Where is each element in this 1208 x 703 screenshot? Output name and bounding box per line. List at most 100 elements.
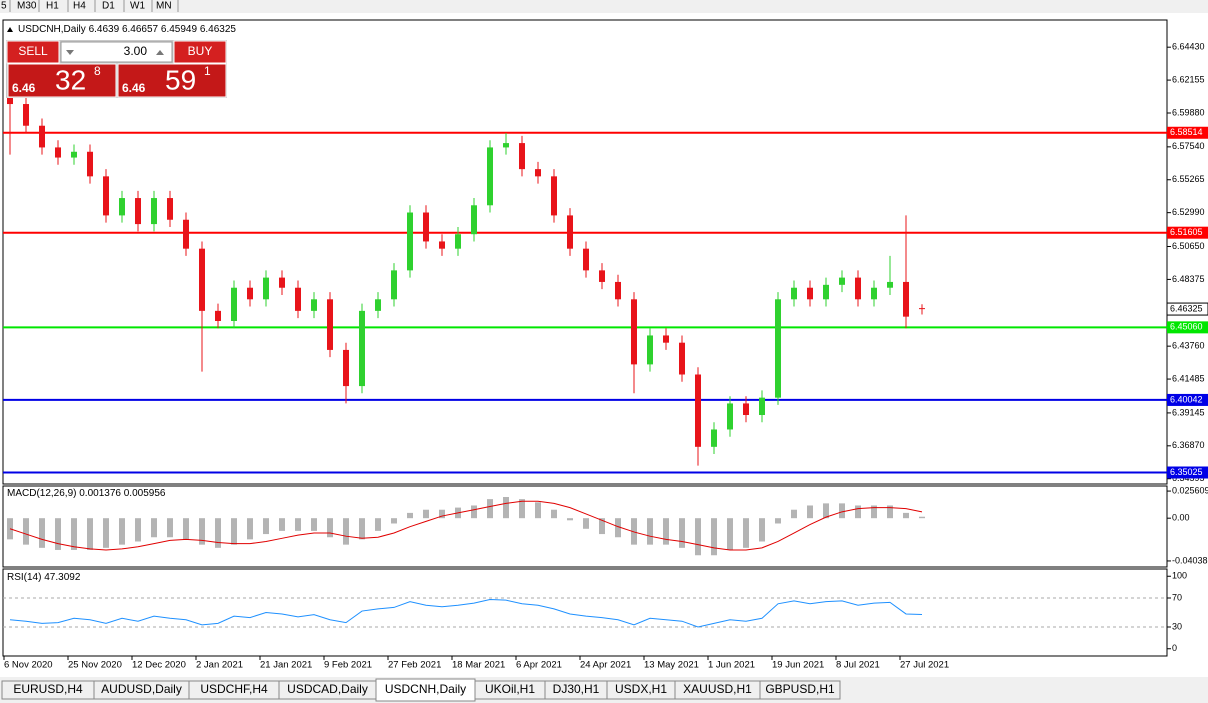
y-tick-label: 6.41485 bbox=[1172, 373, 1205, 383]
candle-body bbox=[599, 270, 605, 282]
timeframe-button[interactable]: 5 bbox=[1, 1, 7, 12]
chart-tab-label: USDX,H1 bbox=[615, 682, 667, 696]
candle-body bbox=[151, 198, 157, 225]
macd-panel bbox=[2, 485, 1168, 568]
macd-bar bbox=[39, 518, 45, 548]
timeframe-button[interactable]: D1 bbox=[102, 1, 115, 12]
price-label: 6.45060 bbox=[1170, 322, 1203, 332]
price-big: 6.46 bbox=[12, 81, 36, 95]
macd-bar bbox=[823, 503, 829, 519]
macd-header: MACD(12,26,9) 0.001376 0.005956 bbox=[7, 488, 166, 499]
y-tick-label: 6.55265 bbox=[1172, 174, 1205, 184]
candle-body bbox=[311, 299, 317, 311]
macd-bar bbox=[647, 518, 653, 545]
timeframe-button[interactable]: M30 bbox=[17, 1, 37, 12]
candle-body bbox=[871, 287, 877, 300]
chart-tab-label: USDCHF,H4 bbox=[200, 682, 268, 696]
price-label-box bbox=[1167, 126, 1208, 139]
candle-body bbox=[439, 241, 445, 249]
current-price-box bbox=[1166, 302, 1208, 316]
buy-label: BUY bbox=[188, 44, 213, 58]
candle-body bbox=[167, 198, 173, 220]
macd-bar bbox=[343, 518, 349, 545]
x-tick-label: 21 Jan 2021 bbox=[260, 660, 312, 671]
candle-body bbox=[855, 277, 861, 300]
header-value: 6.46657 bbox=[122, 24, 159, 35]
macd-bar bbox=[663, 518, 669, 545]
macd-bar bbox=[183, 518, 189, 540]
macd-bar bbox=[599, 518, 605, 535]
y-tick-label: 6.36870 bbox=[1172, 440, 1205, 450]
macd-bar bbox=[535, 502, 541, 519]
price-point: 8 bbox=[94, 64, 101, 78]
macd-bar bbox=[791, 509, 797, 519]
macd-bar bbox=[391, 518, 397, 524]
macd-bar bbox=[503, 497, 509, 519]
candle-body bbox=[279, 277, 285, 288]
buy-button[interactable] bbox=[173, 40, 227, 64]
candle-body bbox=[119, 198, 125, 216]
macd-bar bbox=[135, 518, 141, 542]
macd-bar bbox=[855, 505, 861, 519]
macd-bar bbox=[439, 509, 445, 519]
sell-label: SELL bbox=[18, 44, 48, 58]
macd-bar bbox=[631, 518, 637, 545]
sell-button[interactable] bbox=[6, 40, 60, 64]
candle-body bbox=[615, 281, 621, 300]
macd-bar bbox=[743, 518, 749, 548]
macd-signal bbox=[9, 500, 923, 551]
candle-body bbox=[695, 374, 701, 447]
macd-bar bbox=[887, 505, 893, 519]
candle-body bbox=[503, 143, 509, 148]
candle-body bbox=[727, 403, 733, 430]
macd-bar bbox=[151, 518, 157, 538]
macd-bar bbox=[551, 509, 557, 519]
lot-up[interactable] bbox=[156, 50, 164, 55]
price-label: 6.51605 bbox=[1170, 227, 1203, 237]
chart-tab-label: GBPUSD,H1 bbox=[765, 682, 835, 696]
header-value: 0.001376 bbox=[79, 488, 121, 499]
candle-body bbox=[375, 299, 381, 311]
x-tick-label: 6 Nov 2020 bbox=[4, 660, 53, 671]
timeframe-button[interactable]: MN bbox=[156, 1, 172, 12]
trade-panel: SELL BUY 3.00 6.46 32 8 6.46 59 1 bbox=[6, 40, 227, 98]
macd-bar bbox=[103, 518, 109, 548]
macd-bar bbox=[311, 518, 317, 531]
chart-tab-label: USDCAD,Daily bbox=[287, 682, 368, 696]
y-tick-label: 6.39145 bbox=[1172, 407, 1205, 417]
y-tick-label: 6.62155 bbox=[1172, 74, 1205, 84]
y-tick-label: 70 bbox=[1172, 592, 1182, 602]
macd-bar bbox=[247, 518, 253, 540]
macd-bar bbox=[167, 518, 173, 538]
candle-body bbox=[535, 169, 541, 177]
timeframe-button[interactable]: H1 bbox=[46, 1, 59, 12]
candle-body bbox=[391, 270, 397, 300]
toolbar bbox=[0, 0, 1208, 13]
x-tick-label: 24 Apr 2021 bbox=[580, 660, 631, 671]
lot-value: 3.00 bbox=[124, 44, 148, 58]
header-value: 6.45949 bbox=[161, 24, 198, 35]
candle-body bbox=[919, 308, 925, 310]
macd-bar bbox=[567, 518, 573, 521]
candle-body bbox=[23, 104, 29, 126]
candle-body bbox=[791, 287, 797, 300]
price-big: 6.46 bbox=[122, 81, 146, 95]
timeframe-button[interactable]: W1 bbox=[130, 1, 145, 12]
candle-body bbox=[423, 212, 429, 242]
chart-tab[interactable] bbox=[759, 680, 841, 700]
macd-bar bbox=[407, 512, 413, 519]
candle-body bbox=[583, 248, 589, 271]
lot-input[interactable] bbox=[60, 41, 173, 63]
timeframe-button[interactable]: H4 bbox=[73, 1, 86, 12]
macd-bar bbox=[279, 518, 285, 531]
y-tick-label: 100 bbox=[1172, 571, 1187, 581]
candle-body bbox=[647, 335, 653, 365]
candle-body bbox=[823, 284, 829, 300]
candle-body bbox=[567, 215, 573, 249]
price-label-box bbox=[1167, 321, 1208, 334]
candle-body bbox=[759, 397, 765, 416]
lot-down[interactable] bbox=[66, 50, 74, 55]
chart-tab-label: UKOil,H1 bbox=[485, 682, 535, 696]
